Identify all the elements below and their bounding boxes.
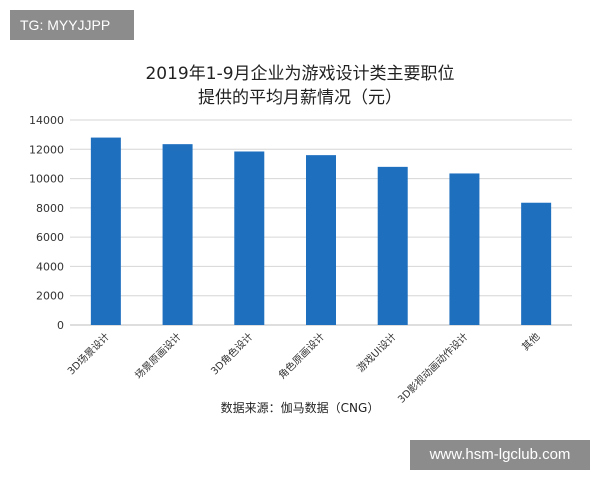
x-tick-label: 其他 xyxy=(519,330,542,353)
bar xyxy=(521,202,552,325)
bar xyxy=(90,137,121,325)
y-tick-label: 12000 xyxy=(29,143,64,156)
x-tick-label: 场景原画设计 xyxy=(132,330,184,382)
bar xyxy=(449,173,480,325)
source-note: 数据来源：伽马数据（CNG） xyxy=(220,401,380,415)
chart-title-line-1: 2019年1-9月企业为游戏设计类主要职位 xyxy=(145,64,455,84)
y-tick-label: 8000 xyxy=(36,202,64,215)
bar xyxy=(234,151,265,325)
bar xyxy=(306,155,336,325)
y-tick-label: 6000 xyxy=(36,231,64,244)
x-tick-label: 游戏UI设计 xyxy=(354,330,399,375)
y-tick-label: 4000 xyxy=(36,260,64,273)
chart-title: 2019年1-9月企业为游戏设计类主要职位 提供的平均月薪情况（元） xyxy=(0,62,600,110)
x-tick-label: 3D影视动画动作设计 xyxy=(395,330,471,406)
tg-tag: TG: MYYJJPP xyxy=(10,10,134,40)
x-tick-label: 3D角色设计 xyxy=(208,330,255,377)
y-tick-label: 2000 xyxy=(36,290,64,303)
site-watermark: www.hsm-lgclub.com xyxy=(410,440,590,470)
chart-title-line-2: 提供的平均月薪情况（元） xyxy=(198,88,402,108)
x-tick-label: 3D场景设计 xyxy=(65,330,112,377)
x-tick-label: 角色原画设计 xyxy=(276,330,328,382)
bar xyxy=(162,144,193,325)
y-tick-label: 0 xyxy=(57,319,64,332)
y-tick-label: 14000 xyxy=(29,114,64,127)
bar xyxy=(377,166,408,325)
y-tick-label: 10000 xyxy=(29,173,64,186)
